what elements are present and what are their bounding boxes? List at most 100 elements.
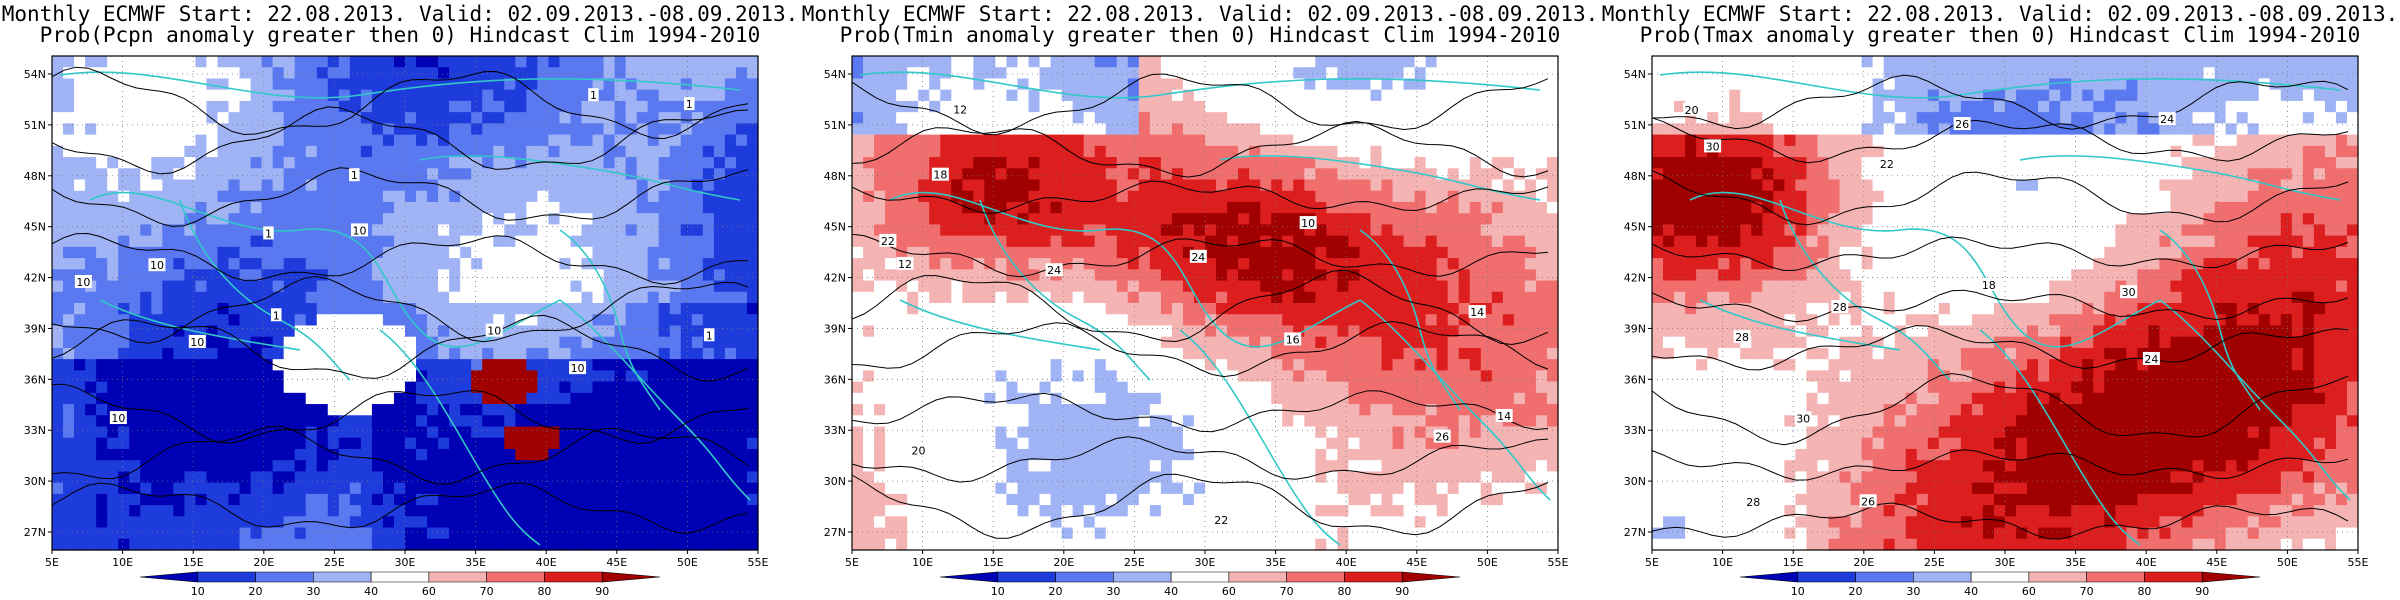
field-cell — [625, 280, 638, 293]
field-cell — [195, 505, 208, 517]
field-cell — [360, 437, 373, 450]
field-cell — [393, 404, 406, 416]
field-cell — [1304, 224, 1316, 237]
field-cell — [239, 235, 252, 248]
field-cell — [1370, 134, 1383, 147]
field-cell — [294, 493, 307, 506]
field-cell — [393, 112, 406, 124]
field-cell — [1028, 404, 1041, 416]
field-cell — [918, 347, 930, 360]
field-cell — [1513, 359, 1526, 371]
field-cell — [1502, 190, 1515, 203]
field-cell — [1546, 168, 1559, 181]
field-cell — [438, 201, 450, 214]
field-cell — [735, 404, 748, 416]
field-cell — [405, 246, 417, 259]
field-cell — [482, 404, 494, 416]
field-cell — [874, 78, 886, 91]
field-cell — [852, 246, 864, 259]
field-cell — [493, 224, 505, 237]
field-cell — [1138, 157, 1151, 169]
field-cell — [1094, 123, 1107, 136]
field-cell — [250, 426, 263, 439]
field-cell — [951, 179, 963, 192]
field-cell — [239, 527, 252, 540]
field-cell — [228, 190, 241, 203]
field-cell — [559, 426, 572, 439]
field-cell — [1205, 404, 1217, 416]
field-cell — [647, 437, 660, 450]
field-cell — [206, 325, 219, 338]
field-cell — [669, 246, 682, 259]
field-cell — [713, 381, 726, 394]
field-cell — [349, 123, 362, 136]
field-cell — [592, 246, 605, 259]
field-cell — [338, 224, 351, 237]
field-cell — [1304, 56, 1316, 68]
field-cell — [592, 482, 605, 495]
field-cell — [129, 392, 141, 405]
field-cell — [1337, 224, 1350, 237]
field-cell — [460, 67, 472, 80]
field-cell — [735, 89, 748, 102]
field-cell — [559, 538, 572, 551]
field-cell — [162, 224, 174, 237]
field-cell — [537, 336, 550, 349]
field-cell — [129, 280, 141, 293]
field-cell — [984, 190, 997, 203]
field-cell — [918, 168, 930, 181]
field-cell — [1149, 404, 1162, 416]
field-cell — [151, 89, 163, 102]
field-cell — [96, 437, 108, 450]
field-cell — [162, 325, 174, 338]
field-cell — [735, 224, 748, 237]
field-cell — [1238, 190, 1250, 203]
field-cell — [250, 381, 263, 394]
field-cell — [1271, 303, 1283, 315]
field-cell — [129, 168, 141, 181]
field-cell — [206, 347, 219, 360]
field-cell — [482, 336, 494, 349]
field-cell — [1193, 303, 1206, 315]
field-cell — [228, 325, 241, 338]
field-cell — [327, 460, 340, 473]
field-cell — [427, 213, 439, 226]
field-cell — [272, 426, 285, 439]
field-cell — [250, 269, 263, 282]
field-cell — [1524, 258, 1537, 270]
field-cell — [658, 190, 671, 203]
field-cell — [1050, 213, 1063, 226]
field-cell — [416, 347, 428, 360]
field-cell — [746, 56, 759, 68]
field-cell — [349, 258, 362, 270]
contour-label-text: 1 — [590, 89, 597, 102]
field-cell — [874, 258, 886, 270]
field-cell — [96, 258, 108, 270]
field-cell — [1227, 347, 1239, 360]
field-cell — [581, 392, 594, 405]
field-cell — [548, 370, 561, 383]
field-cell — [1039, 123, 1052, 136]
field-cell — [1238, 381, 1250, 394]
field-cell — [537, 157, 550, 169]
contour-line — [51, 425, 749, 485]
field-cell — [107, 291, 119, 304]
field-cell — [1315, 303, 1327, 315]
field-cell — [570, 190, 583, 203]
field-cell — [195, 168, 208, 181]
field-cell — [405, 201, 417, 214]
field-cell — [1193, 112, 1206, 124]
field-cell — [272, 100, 285, 113]
field-cell — [52, 190, 64, 203]
field-cell — [702, 415, 715, 428]
field-cell — [1392, 157, 1405, 169]
field-cell — [603, 437, 616, 450]
field-cell — [1447, 224, 1460, 237]
field-cell — [96, 493, 108, 506]
field-cell — [140, 527, 152, 540]
field-cell — [74, 392, 86, 405]
field-cell — [1227, 280, 1239, 293]
field-cell — [460, 78, 472, 91]
field-cell — [449, 269, 461, 282]
field-cell — [537, 246, 550, 259]
